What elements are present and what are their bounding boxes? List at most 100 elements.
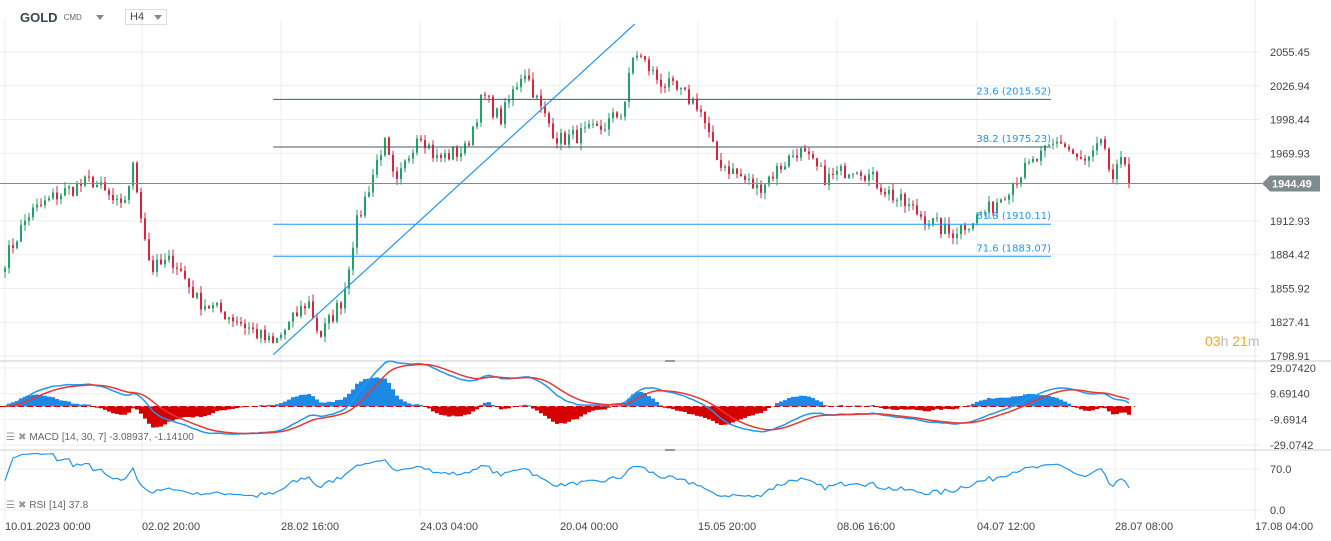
macd-histogram-bar (231, 406, 235, 409)
timeframe-value: H4 (130, 11, 145, 23)
macd-histogram-bar (695, 406, 699, 416)
candle (416, 134, 418, 156)
candle (224, 311, 226, 320)
macd-histogram-bar (1119, 406, 1123, 413)
candle (4, 265, 6, 279)
candle (892, 183, 894, 204)
macd-histogram-bar (663, 406, 667, 408)
macd-histogram-bar (591, 406, 595, 411)
macd-histogram-bar (451, 406, 455, 416)
candle (1020, 176, 1022, 188)
macd-histogram-bar (379, 378, 383, 407)
candle (900, 188, 902, 207)
candle (436, 148, 438, 162)
candle-body (516, 87, 518, 90)
candle (796, 148, 798, 162)
candle (660, 73, 662, 94)
pane-resize-handle[interactable] (665, 449, 675, 451)
candle-body (428, 144, 430, 149)
time-tick-label: 17.08 04:00 (1255, 521, 1313, 533)
candle (1100, 138, 1102, 146)
candle (348, 266, 350, 295)
candle (808, 147, 810, 160)
candle-body (1000, 199, 1002, 203)
candle-body (480, 94, 482, 123)
macd-histogram-bar (707, 406, 711, 420)
price-tick-label: 1827.41 (1270, 317, 1310, 329)
pane-resize-handle[interactable] (665, 360, 675, 362)
candle-body (536, 95, 538, 98)
macd-histogram-bar (287, 399, 291, 407)
candle (324, 317, 326, 343)
time-tick-label: 04.07 12:00 (977, 521, 1035, 533)
macd-histogram-bar (807, 396, 811, 407)
candle-body (492, 96, 494, 118)
macd-histogram-bar (615, 405, 619, 407)
candle-body (648, 59, 650, 72)
chevron-down-icon[interactable] (95, 15, 104, 20)
candle (444, 149, 446, 163)
macd-histogram-bar (347, 393, 351, 407)
close-icon[interactable]: ✖ (17, 500, 27, 511)
candle-body (784, 166, 786, 170)
fib-level-label: 23.6 (2015.52) (976, 86, 1051, 97)
candle-body (624, 101, 626, 117)
macd-histogram-bar (883, 406, 887, 409)
candle (404, 159, 406, 173)
macd-histogram-bar (603, 406, 607, 410)
candle-body (816, 158, 818, 167)
candle (632, 57, 634, 76)
candle (360, 210, 362, 218)
candle (1032, 155, 1034, 164)
candle (1096, 136, 1098, 156)
candle (1036, 158, 1038, 163)
settings-icon[interactable]: ☰ (6, 500, 15, 511)
candle (268, 332, 270, 343)
candle (728, 160, 730, 180)
macd-histogram-bar (983, 399, 987, 407)
candle-body (876, 171, 878, 188)
candle (516, 82, 518, 91)
candle (1116, 159, 1118, 185)
macd-histogram-bar (371, 377, 375, 407)
candle-body (912, 204, 914, 206)
candle (400, 162, 402, 185)
macd-histogram-bar (555, 406, 559, 424)
candle (544, 101, 546, 118)
candle-body (688, 89, 690, 104)
macd-tick-label: 29.07420 (1270, 363, 1316, 375)
candle-body (540, 95, 542, 107)
macd-histogram-bar (903, 406, 907, 410)
candle-body (212, 305, 214, 309)
last-price-badge (1262, 175, 1320, 192)
candle (904, 192, 906, 213)
price-tick-label: 1998.44 (1270, 115, 1310, 127)
candle (488, 94, 490, 103)
candle-body (932, 217, 934, 225)
symbol-selector[interactable]: GOLD CMD (20, 10, 104, 25)
candle (84, 175, 86, 188)
candle-body (976, 214, 978, 224)
close-icon[interactable]: ✖ (17, 432, 27, 443)
candle (16, 240, 18, 250)
macd-histogram-bar (735, 406, 739, 421)
candle (192, 280, 194, 299)
macd-histogram-bar (55, 399, 59, 407)
candle (932, 217, 934, 228)
timeframe-select[interactable]: H4 (125, 9, 167, 25)
settings-icon[interactable]: ☰ (6, 432, 15, 443)
candle-body (796, 155, 798, 158)
macd-values: -3.08937, -1.14100 (109, 432, 194, 443)
candle-body (564, 132, 566, 145)
macd-histogram-bar (455, 406, 459, 417)
candle (460, 147, 462, 162)
candle-body (736, 168, 738, 174)
candle-body (756, 184, 758, 189)
candle-body (160, 259, 162, 265)
candle (484, 91, 486, 99)
candle-body (92, 176, 94, 188)
candle (700, 105, 702, 118)
candle (92, 175, 94, 189)
macd-histogram-bar (179, 406, 183, 418)
